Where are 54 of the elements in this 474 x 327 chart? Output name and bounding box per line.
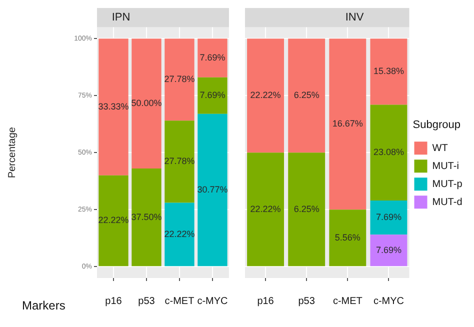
annotation: 22.22% xyxy=(164,228,195,239)
legend-label: WT xyxy=(432,142,448,154)
bar xyxy=(132,38,162,169)
annotation: 22.22% xyxy=(250,90,281,100)
bar xyxy=(164,120,194,203)
x-tick-label: p53 xyxy=(298,296,316,307)
annotation: 15.38% xyxy=(373,66,404,76)
bar xyxy=(288,38,326,153)
bar xyxy=(164,202,194,266)
chart-title: IPN xyxy=(112,12,130,24)
bar xyxy=(370,38,408,105)
annotation: 50.00% xyxy=(131,98,162,108)
annotation: 30.77% xyxy=(197,184,228,194)
annotation: 27.78% xyxy=(164,74,195,84)
annotation: 7.69% xyxy=(200,90,226,100)
bar xyxy=(247,152,284,266)
bar xyxy=(370,200,408,235)
bar xyxy=(164,38,194,121)
annotation: 7.69% xyxy=(376,212,402,222)
annotation: 23.08% xyxy=(373,147,404,158)
annotation: 16.67% xyxy=(332,118,363,129)
bar xyxy=(329,210,366,266)
x-tick-label: c-MET xyxy=(332,296,362,307)
bar xyxy=(288,152,326,266)
x-tick-label: c-MYC xyxy=(197,296,228,307)
bar xyxy=(132,168,162,266)
annotation: 22.22% xyxy=(250,204,281,214)
legend-label: MUT-d xyxy=(432,196,462,208)
x-tick-label: p16 xyxy=(257,296,274,307)
legend-label: MUT-p xyxy=(432,178,463,190)
bar xyxy=(247,38,284,153)
x-tick-label: p16 xyxy=(105,296,122,307)
bar xyxy=(98,175,128,266)
annotation: 7.69% xyxy=(200,52,226,62)
annotation: 5.56% xyxy=(334,232,360,242)
annotation: 7.69% xyxy=(376,244,402,255)
x-axis-title: Markers xyxy=(22,298,66,312)
bar xyxy=(198,114,228,266)
bar xyxy=(198,38,228,78)
bar xyxy=(198,77,228,114)
bar xyxy=(370,234,408,266)
annotation: 6.25% xyxy=(294,204,320,214)
x-tick-label: p53 xyxy=(138,296,156,307)
legend-label: MUT-i xyxy=(432,160,459,172)
legend-title: Subgroup xyxy=(412,118,460,131)
bar xyxy=(98,38,128,176)
annotation: 33.33% xyxy=(98,101,129,112)
y-axis-title: Percentage xyxy=(6,126,18,178)
annotation: 6.25% xyxy=(294,90,320,100)
bar xyxy=(370,104,408,200)
x-tick-label: c-MET xyxy=(164,296,194,307)
x-tick-label: c-MYC xyxy=(373,296,404,307)
chart-title: INV xyxy=(345,12,364,24)
bar xyxy=(329,38,366,210)
